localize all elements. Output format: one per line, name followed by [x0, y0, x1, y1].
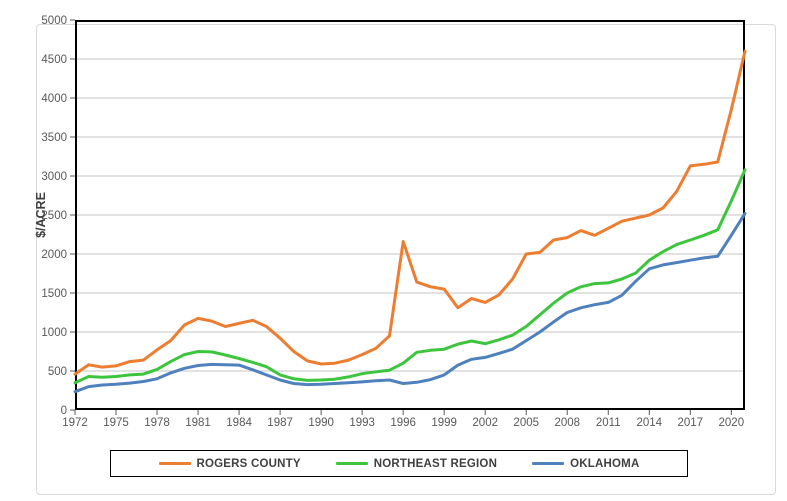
northeast-region-line[interactable]	[73, 168, 747, 385]
x-tick-label: 1984	[226, 417, 252, 429]
y-tick-label: 3500	[41, 132, 67, 144]
x-tick-label: 2005	[513, 417, 539, 429]
x-tick-label: 1972	[62, 417, 88, 429]
x-tick-label: 2011	[596, 417, 621, 429]
x-tick-label: 2002	[472, 417, 498, 429]
x-tick-label: 1987	[267, 417, 293, 429]
y-tick-label: 1000	[41, 327, 67, 339]
y-tick-label: 4000	[41, 93, 67, 105]
x-tick-label: 1981	[185, 417, 211, 429]
oklahoma-line[interactable]	[73, 211, 747, 394]
x-tick-label: 2008	[554, 417, 580, 429]
y-tick-label: 5000	[41, 15, 67, 27]
rogers-county-line[interactable]	[73, 49, 747, 376]
y-axis-ticks	[70, 19, 75, 411]
x-tick-label: 1978	[144, 417, 170, 429]
y-tick-label: 2500	[41, 210, 67, 222]
y-tick-label: 1500	[41, 288, 67, 300]
x-tick-label: 1990	[308, 417, 334, 429]
x-tick-label: 2017	[678, 417, 704, 429]
series-lines	[73, 49, 747, 394]
x-tick-label: 2014	[636, 417, 662, 429]
y-axis-labels: 0 500 1000 1500 2000 2500 3000 3500 4000 4500 5000	[41, 15, 67, 417]
x-tick-label: 2020	[719, 417, 745, 429]
legend-label: ROGERS COUNTY	[196, 457, 301, 470]
legend-label: NORTHEAST REGION	[373, 457, 498, 470]
legend-item-oklahoma[interactable]: OKLAHOMA	[532, 458, 639, 470]
x-axis-labels: 1972 1975 1978 1981 1984 1987 1990 1993 1996 1999…	[62, 417, 744, 429]
x-tick-label: 1975	[103, 417, 129, 429]
y-tick-label: 3000	[41, 171, 67, 183]
x-axis-ticks	[74, 410, 732, 415]
legend: ROGERS COUNTY NORTHEAST REGION OKLAHOMA	[110, 450, 688, 477]
northeast-region-line-swatch	[335, 461, 368, 466]
y-axis-title: $/ACRE	[34, 192, 48, 238]
x-tick-label: 1993	[349, 417, 375, 429]
y-tick-label: 500	[48, 366, 67, 378]
y-tick-label: 2000	[41, 249, 67, 261]
rogers-county-line-swatch	[158, 461, 191, 466]
legend-item-rogers-county[interactable]: ROGERS COUNTY	[158, 457, 301, 470]
x-tick-label: 1996	[390, 417, 416, 429]
y-tick-label: 0	[61, 405, 67, 417]
y-tick-label: 4500	[41, 54, 67, 66]
legend-item-northeast-region[interactable]: NORTHEAST REGION	[335, 457, 498, 470]
legend-label: OKLAHOMA	[570, 457, 640, 470]
x-tick-label: 1999	[431, 417, 457, 429]
oklahoma-line-swatch	[532, 461, 565, 466]
gridlines	[77, 58, 743, 372]
